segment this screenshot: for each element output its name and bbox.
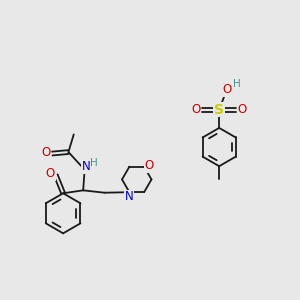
Text: O: O	[46, 167, 55, 180]
Text: O: O	[222, 83, 231, 96]
Text: O: O	[144, 159, 153, 172]
Text: S: S	[214, 103, 224, 117]
Text: N: N	[124, 190, 133, 203]
Text: O: O	[192, 103, 201, 116]
Text: N: N	[81, 160, 90, 173]
Text: O: O	[41, 146, 50, 159]
Text: O: O	[238, 103, 247, 116]
Text: H: H	[91, 158, 98, 168]
Text: H: H	[233, 79, 241, 89]
